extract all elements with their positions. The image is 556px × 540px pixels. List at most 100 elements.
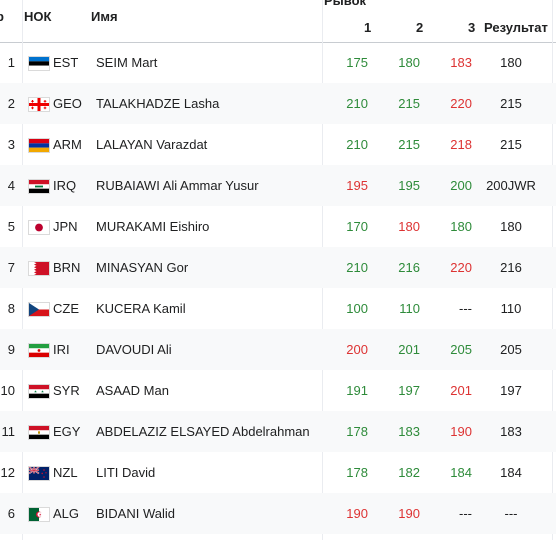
attempt-3-cell: 220	[450, 260, 472, 275]
flag-syr-icon	[28, 384, 50, 399]
attempt-1-cell: 170	[346, 219, 368, 234]
header-attempt-1: 1	[364, 20, 372, 35]
attempt-3-cell: ---	[459, 301, 472, 316]
athlete-name[interactable]: KUCERA Kamil	[96, 301, 186, 316]
rank-cell: 11	[1, 424, 16, 439]
header-attempt-3: 3	[468, 20, 476, 35]
noc-cell: ARM	[53, 137, 82, 152]
athlete-name[interactable]: MINASYAN Gor	[96, 260, 189, 275]
flag-est-icon	[28, 56, 50, 71]
attempt-3-cell: 184	[450, 465, 472, 480]
attempt-2-cell: 182	[398, 465, 420, 480]
attempt-1-cell: 210	[346, 137, 368, 152]
athlete-name[interactable]: SEIM Mart	[96, 55, 158, 70]
flag-jpn-icon	[28, 220, 50, 235]
attempt-3-cell: 220	[450, 96, 472, 111]
noc-cell: ALG	[53, 506, 80, 521]
noc-cell: CZE	[53, 301, 79, 316]
attempt-3-cell: 180	[450, 219, 472, 234]
athlete-name[interactable]: LITI David	[96, 465, 156, 480]
header-name: Имя	[91, 9, 118, 24]
flag-irq-icon	[28, 179, 50, 194]
athlete-name[interactable]: BIDANI Walid	[96, 506, 175, 521]
flag-nzl-icon	[28, 466, 50, 481]
result-cell: 180	[500, 219, 522, 234]
athlete-name[interactable]: DAVOUDI Ali	[96, 342, 172, 357]
noc-cell: EGY	[53, 424, 81, 439]
noc-cell: JPN	[53, 219, 78, 234]
attempt-1-cell: 100	[346, 301, 368, 316]
result-cell: 215	[500, 96, 522, 111]
athlete-name[interactable]: TALAKHADZE Lasha	[96, 96, 220, 111]
athlete-name[interactable]: ABDELAZIZ ELSAYED Abdelrahman	[96, 424, 310, 439]
attempt-1-cell: 178	[346, 465, 368, 480]
noc-cell: IRQ	[53, 178, 77, 193]
header-noc: НОК	[24, 9, 52, 24]
attempt-2-cell: 180	[398, 55, 420, 70]
flag-iri-icon	[28, 343, 50, 358]
attempt-1-cell: 178	[346, 424, 368, 439]
attempt-2-cell: 216	[398, 260, 420, 275]
flag-arm-icon	[28, 138, 50, 153]
attempt-1-cell: 190	[346, 506, 368, 521]
athlete-name[interactable]: ASAAD Man	[96, 383, 169, 398]
noc-cell: SYR	[53, 383, 80, 398]
attempt-3-cell: 183	[450, 55, 472, 70]
attempt-2-cell: 195	[398, 178, 420, 193]
attempt-2-cell: 201	[398, 342, 420, 357]
header-result: Результат	[484, 20, 548, 35]
table-row: 10 SYR ASAAD Man 191 197 201 197	[0, 370, 556, 411]
table-row: 9 IRI DAVOUDI Ali 200 201 205 205	[0, 329, 556, 370]
table-row: 1 EST SEIM Mart 175 180 183 180	[0, 42, 556, 83]
rank-cell: 5	[7, 219, 15, 234]
result-cell: 205	[500, 342, 522, 357]
header-snatch: Рывок	[324, 0, 367, 8]
result-cell: 197	[500, 383, 522, 398]
attempt-2-cell: 110	[399, 301, 420, 316]
result-cell: 183	[500, 424, 522, 439]
noc-cell: EST	[53, 55, 79, 70]
table-row: 7 BRN MINASYAN Gor 210 216 220 216	[0, 247, 556, 288]
table-row: 12 NZL LITI David 178 182 184 184	[0, 452, 556, 493]
attempt-3-cell: 201	[450, 383, 472, 398]
noc-cell: IRI	[53, 342, 70, 357]
rank-cell: 10	[0, 383, 15, 398]
result-cell: 110	[500, 301, 522, 316]
attempt-1-cell: 200	[346, 342, 368, 357]
athlete-name[interactable]: MURAKAMI Eishiro	[96, 219, 210, 234]
attempt-1-cell: 191	[346, 383, 368, 398]
attempt-2-cell: 180	[398, 219, 420, 234]
table-row: 6 ALG BIDANI Walid 190 190 --- ---	[0, 493, 556, 534]
rank-cell: 1	[7, 55, 15, 70]
attempt-1-cell: 175	[346, 55, 368, 70]
header-attempt-2: 2	[416, 20, 424, 35]
rank-cell: 8	[7, 301, 15, 316]
attempt-3-cell: ---	[459, 506, 472, 521]
rank-cell: 9	[7, 342, 15, 357]
noc-cell: GEO	[53, 96, 82, 111]
result-cell: 215	[500, 137, 522, 152]
attempt-3-cell: 200	[450, 178, 472, 193]
attempt-3-cell: 205	[450, 342, 472, 357]
attempt-2-cell: 190	[398, 506, 420, 521]
flag-brn-icon	[28, 261, 50, 276]
attempt-2-cell: 197	[398, 383, 420, 398]
rank-cell: 3	[7, 137, 15, 152]
flag-geo-icon	[28, 97, 50, 112]
attempt-3-cell: 218	[450, 137, 472, 152]
athlete-name[interactable]: RUBAIAWI Ali Ammar Yusur	[96, 178, 259, 193]
attempt-2-cell: 215	[398, 96, 420, 111]
noc-cell: BRN	[53, 260, 81, 275]
flag-egy-icon	[28, 425, 50, 440]
table-row: 3 ARM LALAYAN Varazdat 210 215 218 215	[0, 124, 556, 165]
rank-cell: 4	[7, 178, 15, 193]
table-row: 2 GEO TALAKHADZE Lasha 210 215 220 215	[0, 83, 556, 124]
rank-cell: 7	[7, 260, 15, 275]
result-cell: 200JWR	[486, 178, 536, 193]
attempt-2-cell: 215	[398, 137, 420, 152]
athlete-name[interactable]: LALAYAN Varazdat	[96, 137, 208, 152]
noc-cell: NZL	[53, 465, 78, 480]
result-cell: 180	[500, 55, 522, 70]
result-cell: 184	[500, 465, 522, 480]
attempt-1-cell: 195	[346, 178, 368, 193]
